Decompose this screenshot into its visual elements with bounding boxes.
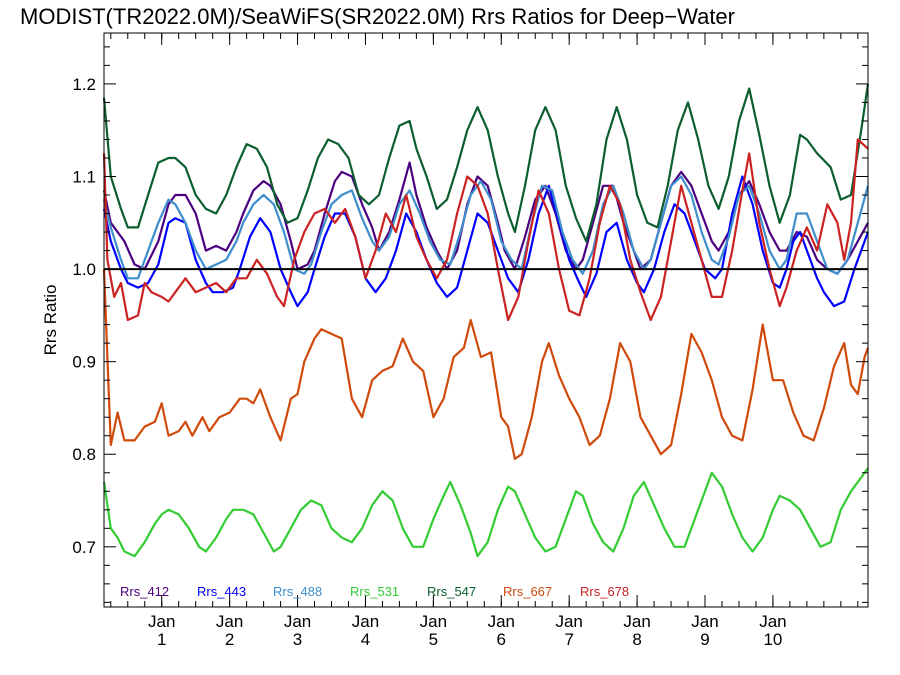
x-tick-label-year: 2 (225, 630, 234, 649)
y-tick-label: 1.2 (72, 75, 96, 94)
plot-series (102, 83, 870, 558)
plot-frame (103, 32, 869, 608)
x-tick-label-year: 5 (429, 630, 438, 649)
x-tick-label-month: Jan (691, 612, 718, 631)
x-tick-label-year: 8 (632, 630, 641, 649)
legend: Rrs_412 Rrs_443 Rrs_488 Rrs_531 Rrs_547 Rrs_6… (120, 584, 629, 599)
chart-title: MODIST(TR2022.0M)/SeaWiFS(SR2022.0M) Rrs… (20, 4, 735, 29)
x-tick-label-year: 6 (497, 630, 506, 649)
legend-entry-rrs-678: Rrs_678 (580, 584, 629, 599)
x-tick-label-year: 3 (293, 630, 302, 649)
axes: 0.70.80.91.01.11.2Jan1Jan2Jan3Jan4Jan5Ja… (72, 32, 869, 649)
legend-entry-rrs-531: Rrs_531 (350, 584, 399, 599)
x-tick-label-year: 7 (564, 630, 573, 649)
x-tick-label-month: Jan (759, 612, 786, 631)
legend-entry-rrs-443: Rrs_443 (197, 584, 246, 599)
legend-entry-rrs-667: Rrs_667 (503, 584, 552, 599)
series-line-rrs-488 (102, 175, 870, 280)
x-tick-label-year: 9 (700, 630, 709, 649)
y-tick-label: 0.8 (72, 445, 96, 464)
legend-entry-rrs-412: Rrs_412 (120, 584, 169, 599)
x-tick-label-month: Jan (352, 612, 379, 631)
x-tick-label-month: Jan (216, 612, 243, 631)
x-tick-label-year: 1 (157, 630, 166, 649)
series-line-rrs-531 (102, 467, 869, 558)
x-tick-label-month: Jan (148, 612, 175, 631)
y-tick-label: 0.9 (72, 353, 96, 372)
x-tick-label-month: Jan (420, 612, 447, 631)
y-axis-label: Rrs Ratio (41, 285, 60, 356)
legend-entry-rrs-547: Rrs_547 (427, 584, 476, 599)
x-tick-label-year: 10 (763, 630, 782, 649)
y-tick-label: 0.7 (72, 538, 96, 557)
x-tick-label-month: Jan (488, 612, 515, 631)
series-line-rrs-547 (102, 83, 870, 243)
x-tick-label-month: Jan (623, 612, 650, 631)
x-tick-label-month: Jan (284, 612, 311, 631)
x-tick-label-year: 4 (361, 630, 370, 649)
y-tick-label: 1.0 (72, 260, 96, 279)
y-tick-label: 1.1 (72, 168, 96, 187)
series-line-rrs-667 (102, 269, 870, 460)
series-line-rrs-678 (102, 138, 869, 322)
legend-entry-rrs-488: Rrs_488 (273, 584, 322, 599)
x-tick-label-month: Jan (555, 612, 582, 631)
